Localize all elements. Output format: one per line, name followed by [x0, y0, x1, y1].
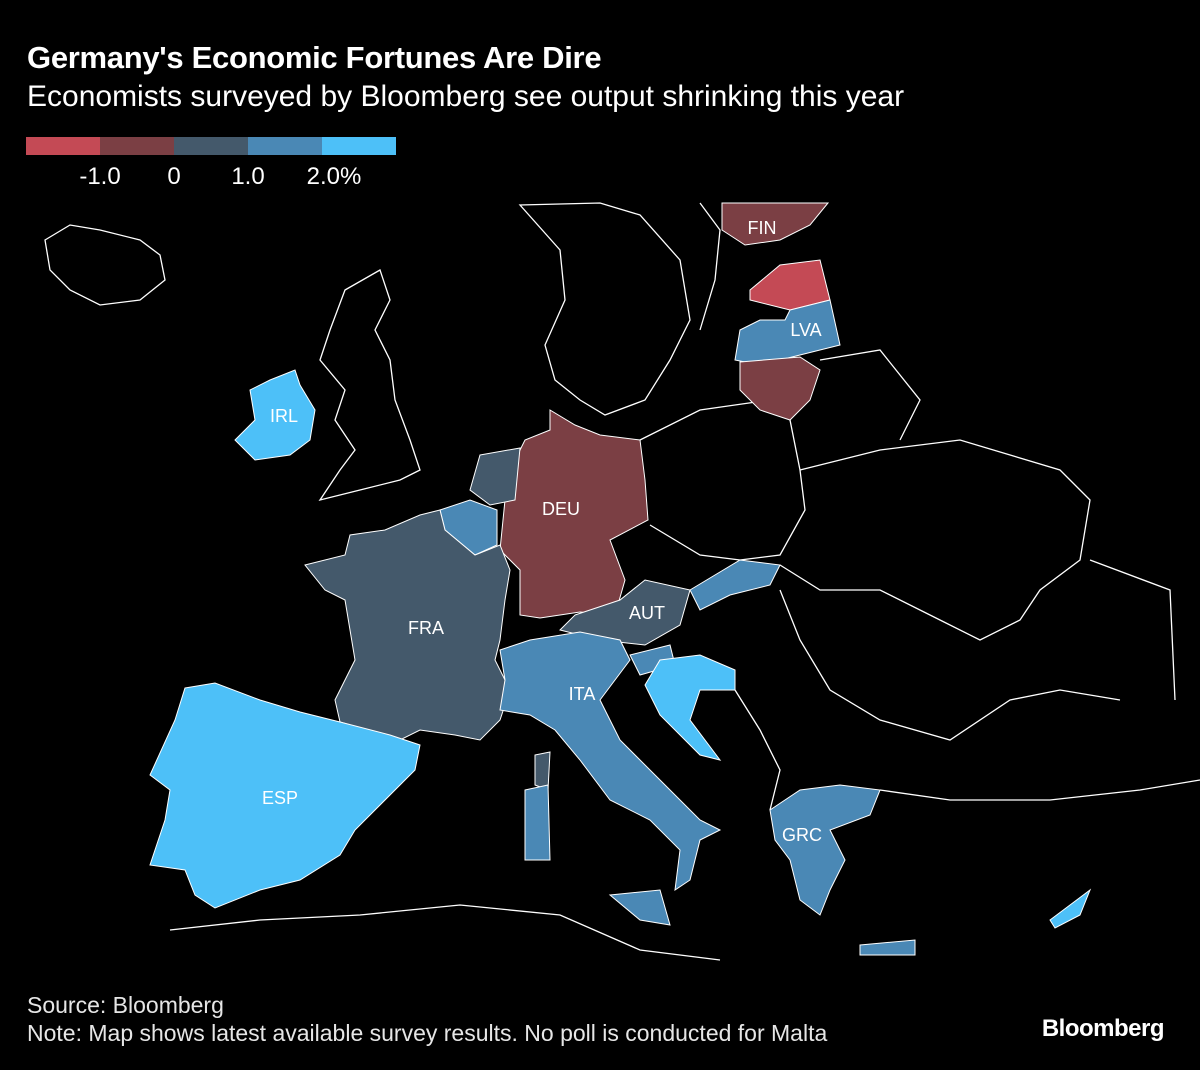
footnote: Note: Map shows latest available survey …: [27, 1020, 828, 1046]
legend-swatch-2: [174, 137, 248, 155]
country-outlines: [44, 202, 1200, 961]
legend-swatch-3: [248, 137, 322, 155]
survey-countries: [149, 202, 1092, 956]
scandinavia-outline: [518, 202, 721, 416]
bloomberg-logo: Bloomberg: [1041, 1015, 1165, 1042]
region-finland: [721, 202, 830, 246]
legend-tick: 1.0: [231, 163, 265, 190]
label-ita: ITA: [569, 684, 596, 704]
label-lva: LVA: [790, 320, 821, 340]
source-note: Source: Bloomberg: [27, 992, 224, 1018]
legend-tick: 0: [167, 163, 181, 190]
label-esp: ESP: [262, 788, 298, 808]
region-spain-portugal: [149, 682, 421, 909]
legend-swatch-4: [322, 137, 396, 155]
region-cyprus: [1049, 888, 1092, 929]
region-ireland: [234, 369, 316, 461]
legend-tick: 2.0%: [306, 163, 362, 190]
region-france: [304, 509, 551, 791]
region-lithuania: [739, 356, 821, 421]
legend-swatch-0: [26, 137, 100, 155]
uk-outline: [318, 269, 421, 502]
region-slovakia: [689, 559, 781, 611]
label-fin: FIN: [748, 218, 777, 238]
label-fra: FRA: [408, 618, 444, 638]
color-legend: [26, 137, 396, 155]
legend-tick: -1.0: [79, 163, 121, 190]
iceland-outline: [44, 224, 166, 306]
label-aut: AUT: [629, 603, 665, 623]
country-labels: FIN LVA IRL DEU FRA AUT ITA ESP GRC: [262, 218, 822, 845]
label-grc: GRC: [782, 825, 822, 845]
region-greece: [769, 784, 916, 956]
label-irl: IRL: [270, 406, 298, 426]
label-deu: DEU: [542, 499, 580, 519]
legend-swatch-1: [100, 137, 174, 155]
chart-title: Germany's Economic Fortunes Are Dire: [27, 40, 602, 75]
region-croatia: [644, 654, 736, 761]
region-italy: [499, 631, 722, 926]
region-netherlands: [469, 447, 521, 506]
eastern-europe-outline: [169, 349, 1200, 961]
chart-subtitle: Economists surveyed by Bloomberg see out…: [27, 80, 905, 113]
